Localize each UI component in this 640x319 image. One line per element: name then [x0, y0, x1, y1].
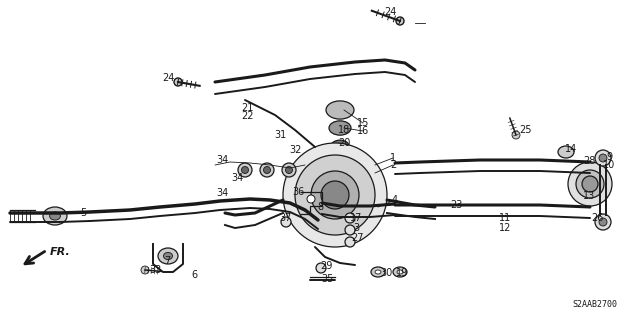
Text: 37: 37	[279, 213, 291, 223]
Text: FR.: FR.	[50, 247, 71, 257]
Text: 16: 16	[357, 126, 369, 136]
Circle shape	[582, 176, 598, 192]
Circle shape	[264, 167, 271, 174]
Circle shape	[260, 163, 274, 177]
Text: 19: 19	[396, 268, 408, 278]
Text: 14: 14	[565, 144, 577, 154]
Text: 24: 24	[162, 73, 174, 83]
Circle shape	[345, 225, 355, 235]
Circle shape	[316, 263, 326, 273]
Ellipse shape	[329, 121, 351, 135]
Circle shape	[321, 181, 349, 209]
Ellipse shape	[163, 252, 173, 260]
Text: 17: 17	[350, 213, 362, 223]
Text: 11: 11	[499, 213, 511, 223]
Circle shape	[282, 163, 296, 177]
Text: 12: 12	[499, 223, 511, 233]
Text: 28: 28	[583, 156, 595, 166]
Circle shape	[599, 154, 607, 162]
Circle shape	[174, 78, 182, 86]
Circle shape	[512, 131, 520, 139]
Text: S2AAB2700: S2AAB2700	[572, 300, 617, 309]
Ellipse shape	[50, 212, 60, 220]
Text: 6: 6	[191, 270, 197, 280]
Circle shape	[568, 162, 612, 206]
Text: 22: 22	[241, 111, 253, 121]
Text: 34: 34	[231, 173, 243, 183]
Circle shape	[311, 171, 359, 219]
Text: 15: 15	[357, 118, 369, 128]
Circle shape	[595, 150, 611, 166]
Circle shape	[241, 167, 248, 174]
Text: 36: 36	[292, 187, 304, 197]
Text: 29: 29	[320, 261, 332, 271]
Text: 25: 25	[520, 125, 532, 135]
Ellipse shape	[326, 101, 354, 119]
Circle shape	[345, 237, 355, 247]
Text: 8: 8	[317, 202, 323, 212]
Text: 30: 30	[380, 268, 392, 278]
Text: 2: 2	[390, 160, 396, 170]
Circle shape	[599, 218, 607, 226]
Ellipse shape	[375, 270, 381, 274]
Ellipse shape	[558, 146, 574, 158]
Ellipse shape	[397, 270, 403, 274]
Circle shape	[238, 163, 252, 177]
Text: 35: 35	[322, 274, 334, 284]
Ellipse shape	[393, 267, 407, 277]
Text: 5: 5	[80, 208, 86, 218]
Text: 10: 10	[603, 160, 615, 170]
Text: 21: 21	[241, 103, 253, 113]
Text: 34: 34	[216, 155, 228, 165]
Circle shape	[285, 167, 292, 174]
Text: 4: 4	[392, 195, 398, 205]
Circle shape	[141, 266, 149, 274]
Text: 31: 31	[274, 130, 286, 140]
Text: 26: 26	[591, 213, 603, 223]
Text: 3: 3	[353, 223, 359, 233]
Ellipse shape	[43, 207, 67, 225]
Circle shape	[595, 214, 611, 230]
Ellipse shape	[158, 248, 178, 264]
Ellipse shape	[371, 267, 385, 277]
Ellipse shape	[331, 140, 349, 152]
Text: 13: 13	[583, 191, 595, 201]
Circle shape	[307, 195, 315, 203]
Circle shape	[281, 217, 291, 227]
Text: 27: 27	[352, 233, 364, 243]
Text: 33: 33	[149, 265, 161, 275]
Text: 24: 24	[384, 7, 396, 17]
Text: 7: 7	[164, 256, 170, 266]
Text: 18: 18	[338, 125, 350, 135]
Circle shape	[295, 155, 375, 235]
Circle shape	[283, 143, 387, 247]
Text: 9: 9	[606, 152, 612, 162]
Text: 32: 32	[289, 145, 301, 155]
Text: 23: 23	[450, 200, 462, 210]
Text: 34: 34	[216, 188, 228, 198]
Circle shape	[396, 17, 404, 25]
Circle shape	[345, 213, 355, 223]
Text: 20: 20	[338, 138, 350, 148]
Circle shape	[576, 170, 604, 198]
Text: 1: 1	[390, 153, 396, 163]
